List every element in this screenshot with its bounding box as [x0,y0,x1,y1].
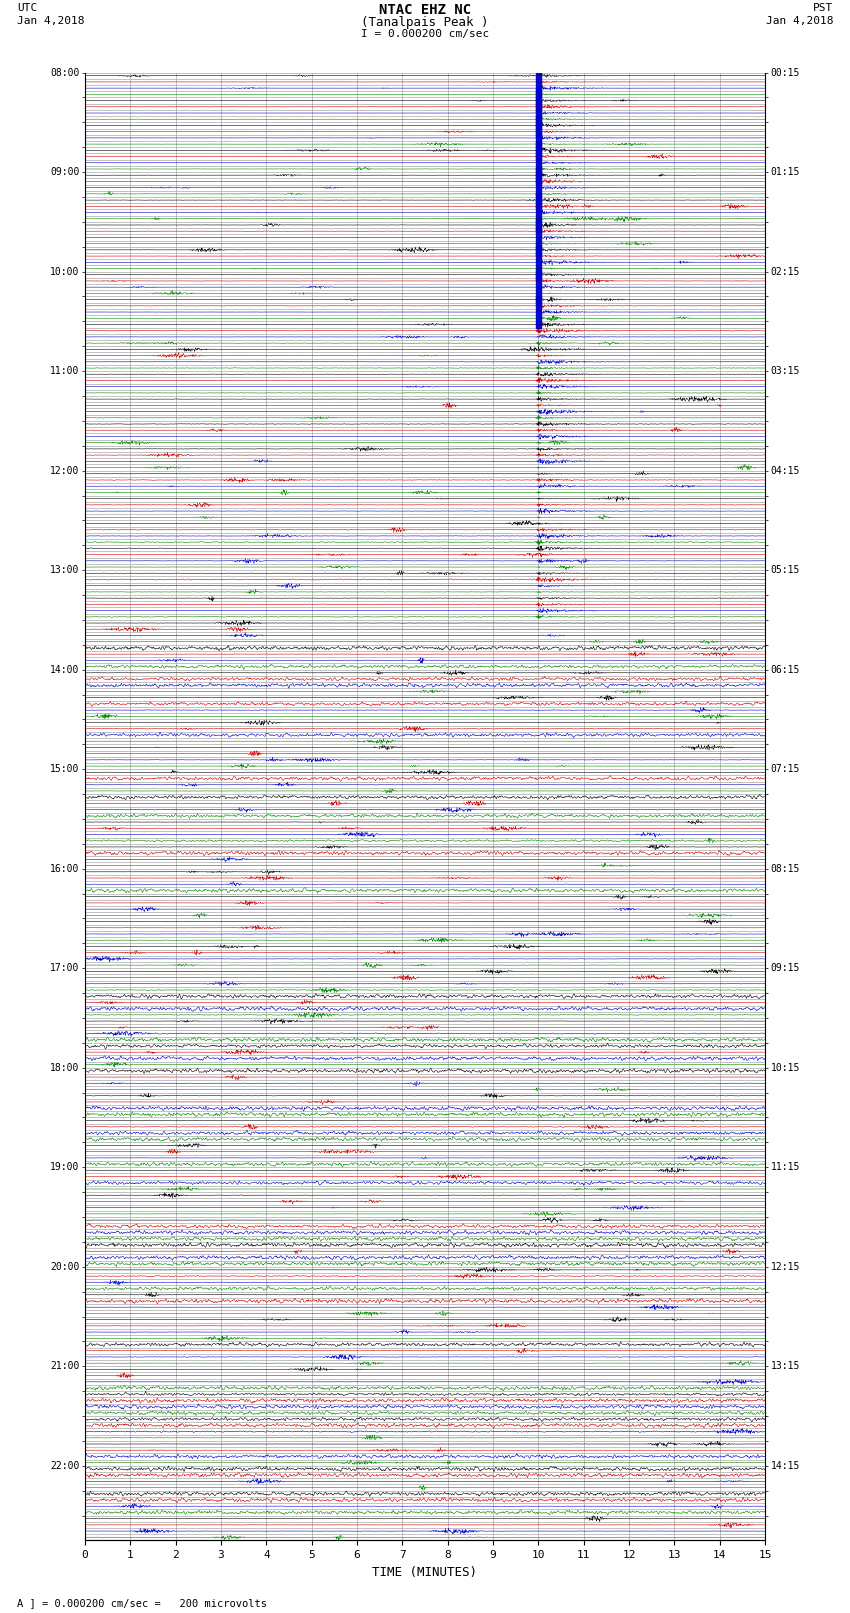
X-axis label: TIME (MINUTES): TIME (MINUTES) [372,1566,478,1579]
Text: UTC: UTC [17,3,37,13]
Text: A ] = 0.000200 cm/sec =   200 microvolts: A ] = 0.000200 cm/sec = 200 microvolts [17,1598,267,1608]
Text: (Tanalpais Peak ): (Tanalpais Peak ) [361,16,489,29]
Text: PST: PST [813,3,833,13]
Text: NTAC EHZ NC: NTAC EHZ NC [379,3,471,18]
Text: I = 0.000200 cm/sec: I = 0.000200 cm/sec [361,29,489,39]
Text: Jan 4,2018: Jan 4,2018 [17,16,84,26]
Text: Jan 4,2018: Jan 4,2018 [766,16,833,26]
